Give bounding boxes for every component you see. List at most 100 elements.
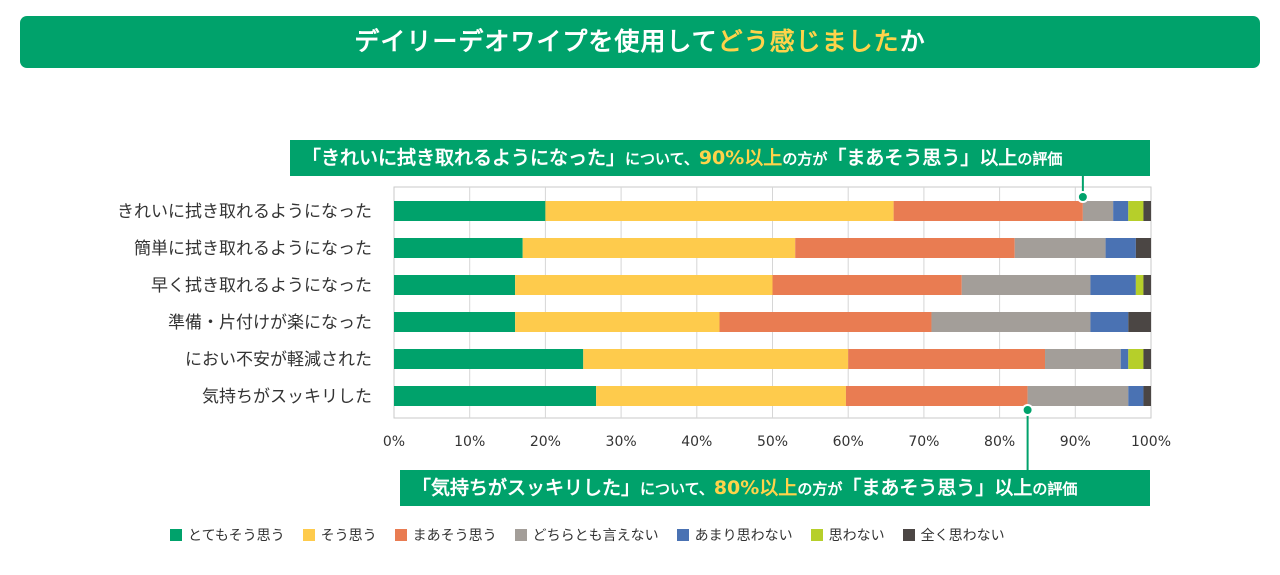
bar-segment: [394, 275, 516, 295]
category-label: きれいに拭き取れるようになった: [117, 202, 372, 222]
x-tick-label: 90%: [1060, 434, 1091, 450]
category-label: 簡単に拭き取れるようになった: [134, 239, 372, 259]
category-label: 気持ちがスッキリした: [202, 387, 372, 407]
callout-top-quote: 「きれいに拭き取れるようになった」: [302, 147, 626, 169]
bar-segment: [1143, 386, 1151, 406]
header-bar: デイリーデオワイプを使用してどう感じましたか: [20, 16, 1260, 68]
legend-swatch: [514, 529, 527, 541]
callout-bottom-tail: の評価: [1032, 480, 1078, 498]
legend-swatch: [394, 529, 407, 541]
legend-label: 全く思わない: [920, 528, 1005, 544]
bar-segment: [583, 349, 849, 369]
bar-segment: [394, 386, 597, 406]
bar-segment: [1135, 275, 1144, 295]
bar-segment: [1128, 201, 1144, 221]
bar-segment: [719, 312, 932, 332]
legend-item: とてもそう思う: [170, 525, 285, 545]
legend-item: そう思う: [302, 525, 377, 545]
x-tick-label: 30%: [606, 434, 637, 450]
callout-top-mid2: の方が: [782, 150, 828, 168]
x-tick-label: 80%: [984, 434, 1015, 450]
bar-segment: [845, 386, 1028, 406]
bar-segment: [1128, 312, 1151, 332]
bar-segment: [1027, 386, 1129, 406]
bar-segment: [772, 275, 962, 295]
legend-label: あまり思わない: [694, 528, 793, 544]
bar-segment: [1128, 386, 1144, 406]
page-title: デイリーデオワイプを使用してどう感じましたか: [20, 16, 1260, 68]
callout-top-dot: [1076, 191, 1089, 203]
bar-segment: [1014, 238, 1106, 258]
legend-label: とてもそう思う: [188, 528, 285, 544]
callout-bottom-quote: 「気持ちがスッキリした」: [412, 477, 641, 499]
bar-segment: [1045, 349, 1121, 369]
bar-segment: [1135, 238, 1151, 258]
bar-segment: [394, 238, 523, 258]
legend-label: どちらとも言えない: [532, 528, 659, 544]
x-tick-label: 10%: [454, 434, 485, 450]
callout-bottom-mid: について、: [640, 480, 714, 498]
legend-item: 全く思わない: [902, 525, 1005, 545]
title-part2: か: [899, 27, 926, 56]
x-tick-label: 40%: [681, 434, 712, 450]
callout-top-num: 90%以上: [698, 147, 783, 169]
callout-bottom-quote2: 「まあそう思う」以上: [842, 477, 1033, 499]
callout-top-mid: について、: [625, 150, 699, 168]
title-highlight: どう感じました: [717, 27, 900, 56]
legend-swatch: [810, 529, 823, 541]
chart-legend: とてもそう思う そう思う まあそう思う どちらとも言えない あまり思わない 思わない 全く思…: [170, 523, 1005, 547]
bar-segment: [394, 201, 546, 221]
bar-segment: [545, 201, 894, 221]
bar-segment: [795, 238, 1015, 258]
title-part1: デイリーデオワイプを使用して: [354, 27, 718, 56]
legend-label: 思わない: [828, 528, 885, 544]
callout-bottom-mid2: の方が: [797, 480, 843, 498]
x-tick-label: 0%: [383, 434, 405, 450]
legend-item: 思わない: [810, 525, 885, 545]
category-label: 早く拭き取れるようになった: [151, 276, 372, 296]
x-tick-label: 50%: [757, 434, 788, 450]
callout-top-quote2: 「まあそう思う」以上: [827, 147, 1018, 169]
bar-segment: [522, 238, 796, 258]
bar-segment: [1143, 349, 1151, 369]
bar-segment: [1143, 201, 1151, 221]
legend-label: まあそう思う: [412, 528, 497, 544]
x-tick-label: 20%: [530, 434, 561, 450]
bar-segment: [1143, 275, 1151, 295]
bar-segment: [394, 312, 516, 332]
bar-segment: [596, 386, 846, 406]
bar-segment: [1120, 349, 1129, 369]
bar-segment: [515, 312, 720, 332]
callout-bottom: 「気持ちがスッキリした」について、80%以上の方が「まあそう思う」以上の評価: [400, 470, 1150, 506]
x-tick-label: 70%: [908, 434, 939, 450]
bar-segment: [1128, 349, 1144, 369]
legend-swatch: [170, 529, 182, 541]
callout-bottom-dot: [1021, 404, 1034, 416]
bar-segment: [893, 201, 1083, 221]
bar-segment: [1113, 201, 1129, 221]
bar-segment: [1105, 238, 1136, 258]
legend-item: あまり思わない: [676, 525, 793, 545]
legend-swatch: [676, 529, 689, 541]
bar-segment: [848, 349, 1046, 369]
callout-bottom-num: 80%以上: [713, 477, 798, 499]
category-label: 準備・片付けが楽になった: [168, 313, 372, 333]
legend-label: そう思う: [320, 528, 377, 544]
bar-segment: [931, 312, 1091, 332]
legend-swatch: [902, 529, 915, 541]
x-tick-label: 60%: [833, 434, 864, 450]
bar-segment: [1082, 201, 1114, 221]
legend-swatch: [302, 529, 315, 541]
bar-segment: [1090, 275, 1136, 295]
bar-segment: [961, 275, 1091, 295]
bar-segment: [515, 275, 773, 295]
callout-top: 「きれいに拭き取れるようになった」について、90%以上の方が「まあそう思う」以上…: [290, 140, 1150, 176]
legend-item: まあそう思う: [394, 525, 497, 545]
callout-top-tail: の評価: [1017, 150, 1063, 168]
category-label: におい不安が軽減された: [185, 350, 372, 370]
bar-segment: [1090, 312, 1129, 332]
x-tick-label: 100%: [1131, 434, 1171, 450]
legend-item: どちらとも言えない: [514, 525, 659, 545]
bar-segment: [394, 349, 584, 369]
